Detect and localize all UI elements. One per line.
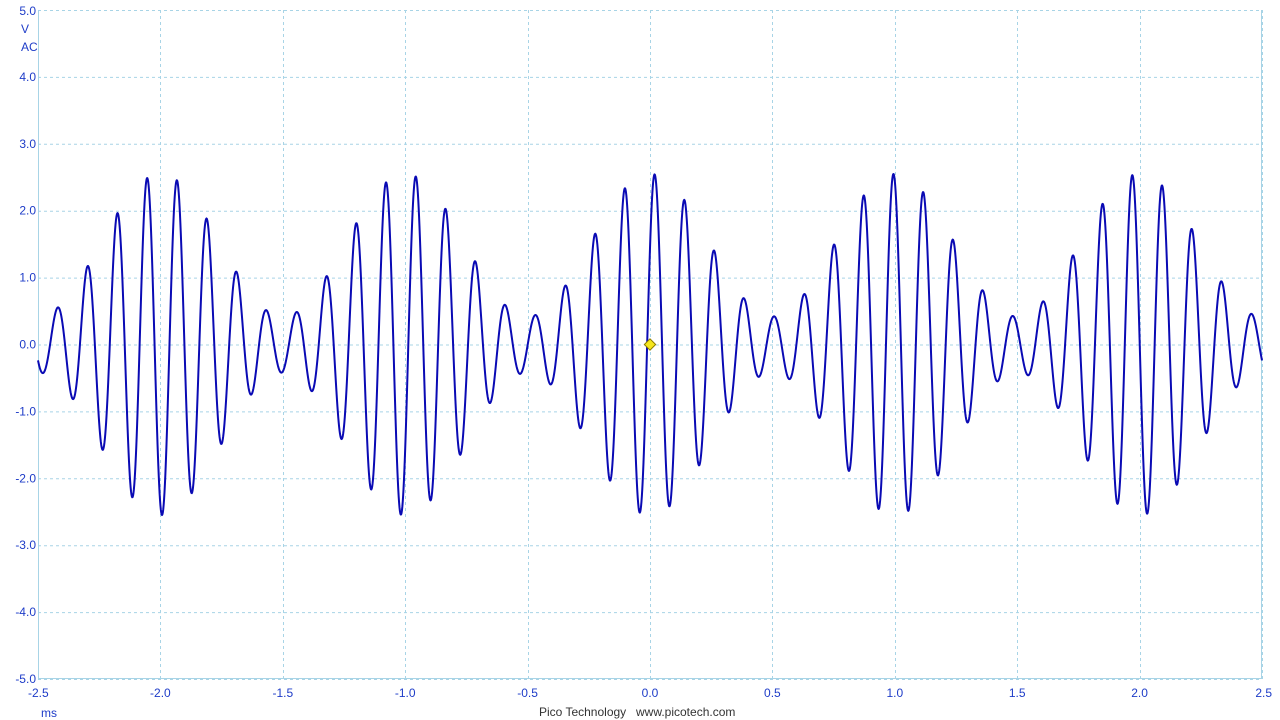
y-tick-label: -3.0 <box>15 538 36 552</box>
x-tick-label: 2.0 <box>1131 686 1148 700</box>
x-tick-label: -0.5 <box>517 686 538 700</box>
trigger-marker[interactable] <box>643 338 657 351</box>
y-tick-label: -2.0 <box>15 471 36 485</box>
y-tick-label: -5.0 <box>15 672 36 686</box>
x-tick-label: 0.5 <box>764 686 781 700</box>
x-tick-label: 2.5 <box>1255 686 1272 700</box>
series-line-channel-a <box>37 173 1263 517</box>
x-unit-label: ms <box>41 706 57 720</box>
brand-label: Pico Technology <box>539 705 626 719</box>
y-tick-label: 5.0 <box>19 4 36 18</box>
y-tick-label: 0.0 <box>19 338 36 352</box>
x-tick-label: -1.5 <box>272 686 293 700</box>
y-tick-label: -1.0 <box>15 404 36 418</box>
x-axis: -2.5 -2.0 -1.5 -1.0 -0.5 0.0 0.5 1.0 1.5 2.0 2.5 <box>28 686 1272 700</box>
x-tick-label: 1.0 <box>886 686 903 700</box>
coupling-label: AC <box>21 40 38 54</box>
y-tick-label: 2.0 <box>19 204 36 218</box>
x-tick-label: -1.0 <box>395 686 416 700</box>
y-tick-label: 1.0 <box>19 271 36 285</box>
x-tick-label: 0.0 <box>642 686 659 700</box>
x-tick-label: 1.5 <box>1009 686 1026 700</box>
y-tick-label: 3.0 <box>19 137 36 151</box>
y-tick-label: -4.0 <box>15 605 36 619</box>
x-tick-label: -2.0 <box>150 686 171 700</box>
website-label: www.picotech.com <box>635 705 735 719</box>
y-axis: 5.0 4.0 3.0 2.0 1.0 0.0 -1.0 -2.0 -3.0 -4.0 -5.0 <box>15 4 36 686</box>
y-unit-label: V <box>21 22 29 36</box>
x-tick-label: -2.5 <box>28 686 49 700</box>
y-tick-label: 4.0 <box>19 70 36 84</box>
